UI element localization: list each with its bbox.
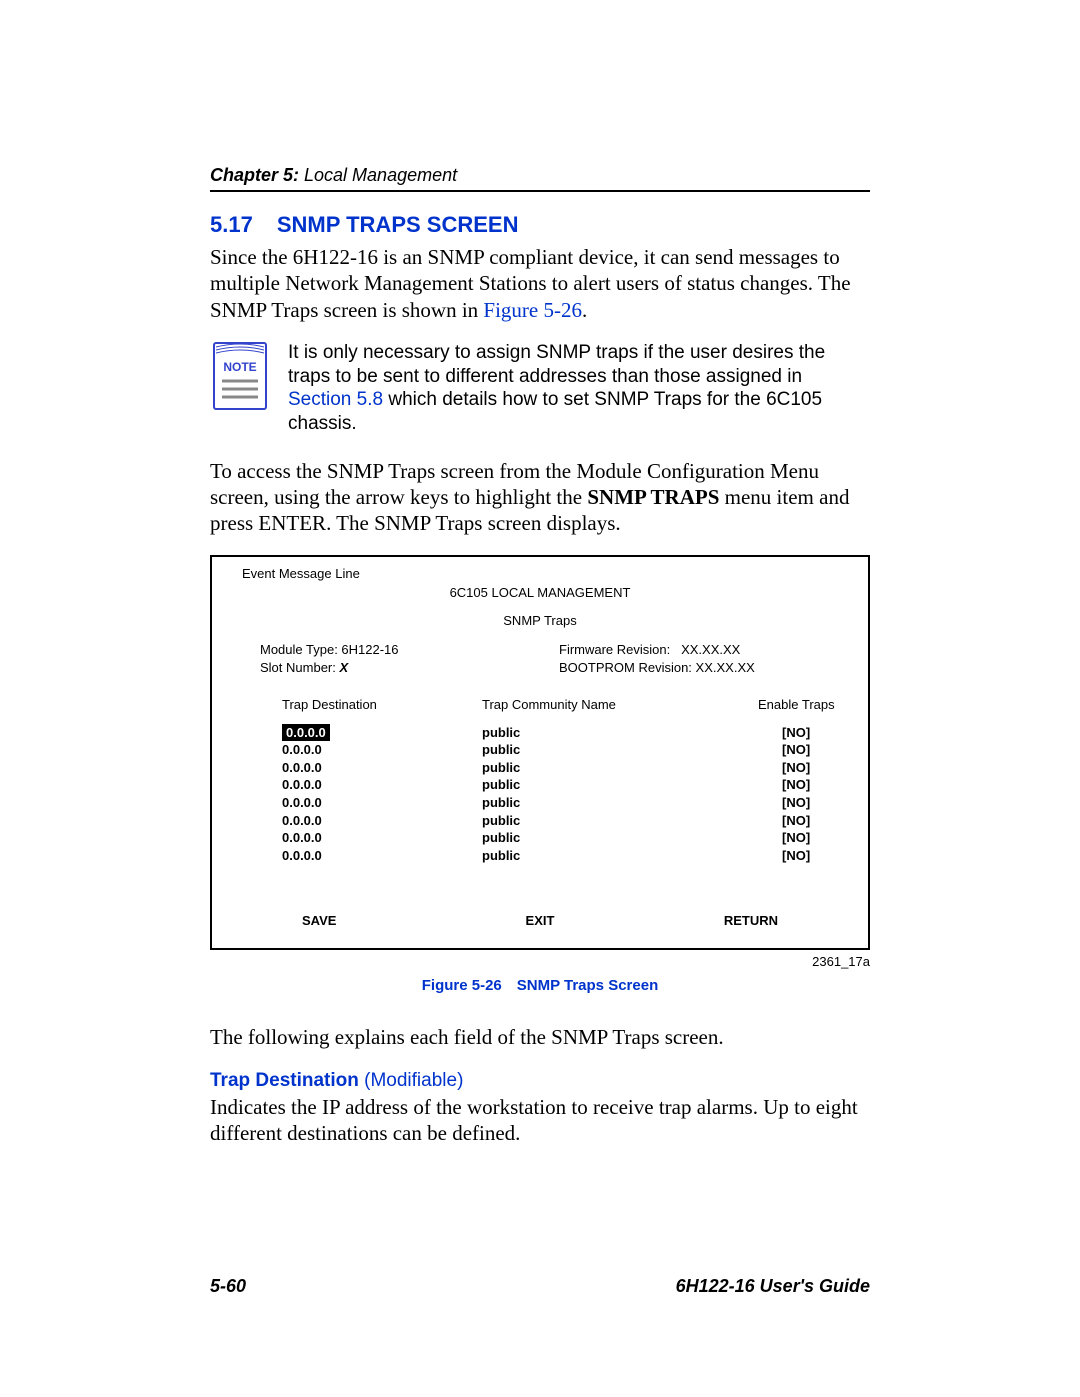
page: Chapter 5: Local Management 5.17 SNMP TRA… [0,0,1080,1397]
page-number: 5-60 [210,1276,246,1297]
trap-destination-cell[interactable]: 0.0.0.0 [242,759,482,777]
enable-traps-cell[interactable]: [NO] [682,847,838,865]
trap-row: 0.0.0.0public[NO] [242,847,838,865]
trap-community-cell[interactable]: public [482,794,682,812]
figure-link[interactable]: Figure 5-26 [483,298,582,322]
trap-row: 0.0.0.0public[NO] [242,759,838,777]
trap-destination-cell[interactable]: 0.0.0.0 [242,829,482,847]
module-info-right: Firmware Revision: XX.XX.XX BOOTPROM Rev… [539,641,838,676]
trap-row: 0.0.0.0 public[NO] [242,724,838,742]
section-heading: 5.17 SNMP TRAPS SCREEN [210,212,870,238]
exit-button[interactable]: EXIT [461,912,620,930]
access-paragraph: To access the SNMP Traps screen from the… [210,458,870,537]
module-info-row: Module Type: 6H122-16 Slot Number: X Fir… [242,641,838,676]
button-row: SAVE EXIT RETURN [242,912,838,930]
bp-value: XX.XX.XX [696,660,755,675]
event-message-line: Event Message Line [242,565,838,583]
module-info-left: Module Type: 6H122-16 Slot Number: X [242,641,539,676]
trap-row: 0.0.0.0public[NO] [242,776,838,794]
trap-community-cell[interactable]: public [482,812,682,830]
note-pre: It is only necessary to assign SNMP trap… [288,342,825,387]
figure-caption: Figure 5-26 SNMP Traps Screen [210,977,870,994]
chapter-header: Chapter 5: Local Management [210,165,870,192]
note-block: NOTE It is only necessary to assign SNMP… [210,341,870,436]
screen-figure: Event Message Line 6C105 LOCAL MANAGEMEN… [210,555,870,994]
field-name: Trap Destination [210,1070,359,1091]
enable-traps-cell[interactable]: [NO] [682,812,838,830]
return-button[interactable]: RETURN [619,912,778,930]
field-modifiable: (Modifiable) [359,1070,464,1091]
guide-title: 6H122-16 User's Guide [676,1276,870,1297]
note-icon: NOTE [210,341,270,411]
enable-traps-cell[interactable]: [NO] [682,741,838,759]
trap-community-cell[interactable]: public [482,759,682,777]
enable-traps-cell[interactable]: [NO] [682,759,838,777]
fw-value: XX.XX.XX [681,642,740,657]
col-trap-community: Trap Community Name [482,696,682,714]
intro-post: . [582,298,587,322]
enable-traps-cell[interactable]: [NO] [682,829,838,847]
save-button[interactable]: SAVE [302,912,461,930]
trap-destination-cell[interactable]: 0.0.0.0 [242,847,482,865]
module-type-value: 6H122-16 [341,642,398,657]
page-footer: 5-60 6H122-16 User's Guide [210,1276,870,1297]
enable-traps-cell[interactable]: [NO] [682,776,838,794]
trap-row: 0.0.0.0public[NO] [242,829,838,847]
section-number: 5.17 [210,212,253,237]
figure-id: 2361_17a [210,954,870,969]
note-label-text: NOTE [223,360,256,374]
screen-box: Event Message Line 6C105 LOCAL MANAGEMEN… [210,555,870,950]
chapter-number: Chapter 5: [210,165,299,185]
intro-paragraph: Since the 6H122-16 is an SNMP compliant … [210,244,870,323]
trap-community-cell[interactable]: public [482,776,682,794]
trap-row: 0.0.0.0public[NO] [242,794,838,812]
module-type-label: Module Type: [260,642,341,657]
trap-rows: 0.0.0.0public[NO]0.0.0.0public[NO]0.0.0.… [242,724,838,864]
enable-traps-cell[interactable]: [NO] [682,724,838,742]
field-description: Indicates the IP address of the workstat… [210,1094,870,1147]
slot-label: Slot Number: [260,660,339,675]
section-title-text: SNMP TRAPS SCREEN [277,212,519,237]
field-heading: Trap Destination (Modifiable) [210,1070,870,1092]
explain-paragraph: The following explains each field of the… [210,1024,870,1050]
fw-label: Firmware Revision: [559,642,670,657]
trap-destination-cell[interactable]: 0.0.0.0 [242,812,482,830]
trap-community-cell[interactable]: public [482,829,682,847]
trap-community-cell[interactable]: public [482,741,682,759]
chapter-title: Local Management [299,165,457,185]
trap-destination-cell[interactable]: 0.0.0.0 [242,741,482,759]
trap-row: 0.0.0.0public[NO] [242,741,838,759]
trap-destination-cell[interactable]: 0.0.0.0 [242,794,482,812]
enable-traps-cell[interactable]: [NO] [682,794,838,812]
screen-title-1: 6C105 LOCAL MANAGEMENT [242,584,838,602]
trap-community-cell[interactable]: public [482,847,682,865]
note-text: It is only necessary to assign SNMP trap… [288,341,870,436]
section-link[interactable]: Section 5.8 [288,389,383,410]
access-bold: SNMP TRAPS [587,485,719,509]
col-enable-traps: Enable Traps [682,696,838,714]
trap-destination-cell[interactable]: 0.0.0.0 [242,776,482,794]
slot-value: X [339,660,348,675]
trap-row: 0.0.0.0public[NO] [242,812,838,830]
screen-title-2: SNMP Traps [242,612,838,630]
trap-community-cell[interactable]: public [482,724,682,742]
bp-label: BOOTPROM Revision: [559,660,696,675]
trap-destination-highlighted[interactable]: 0.0.0.0 [282,724,330,742]
col-trap-destination: Trap Destination [242,696,482,714]
column-headers: Trap Destination Trap Community Name Ena… [242,696,838,714]
trap-destination-cell[interactable]: 0.0.0.0 [242,724,482,742]
